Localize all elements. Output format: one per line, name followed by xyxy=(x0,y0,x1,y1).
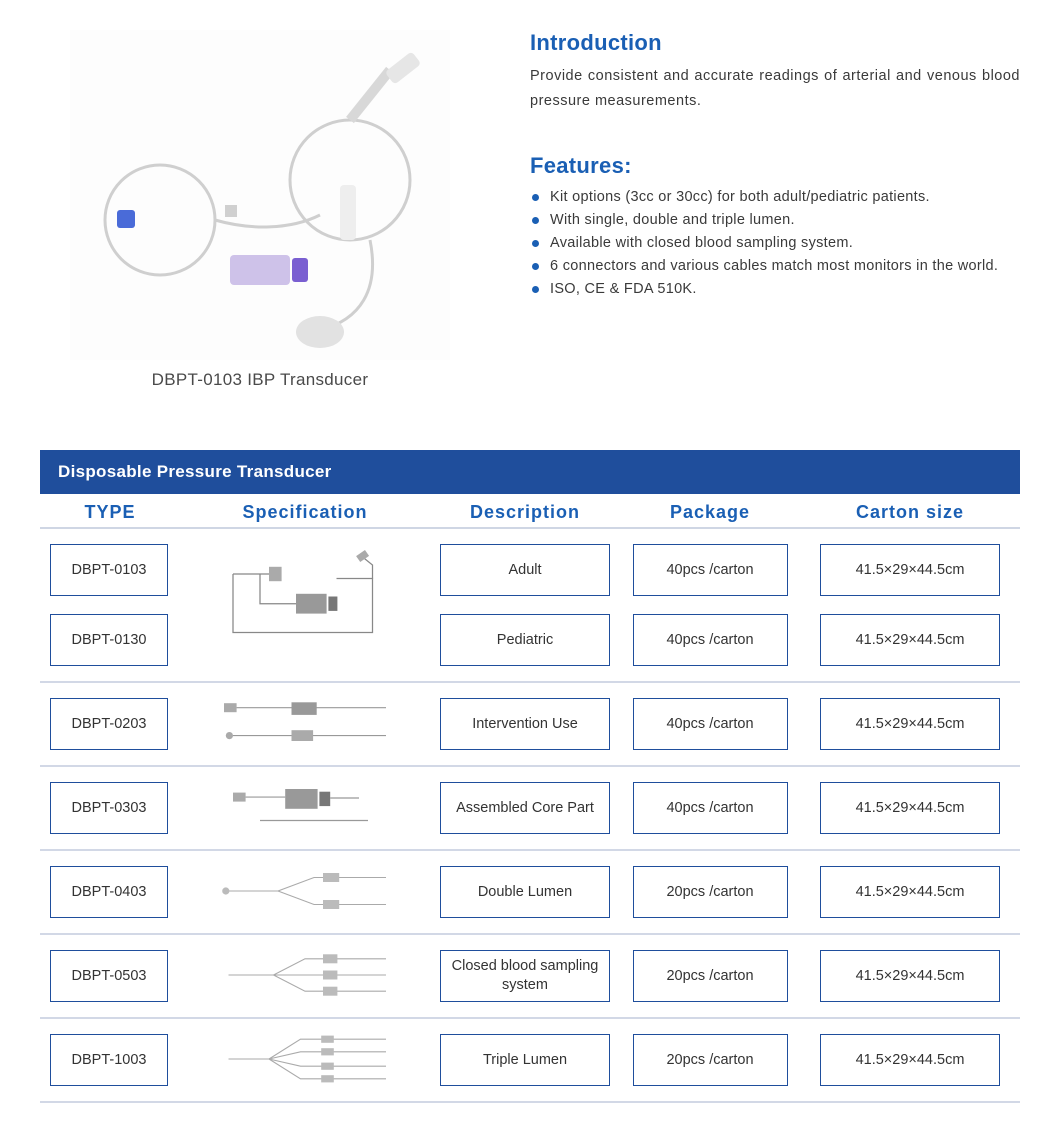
info-column: Introduction Provide consistent and accu… xyxy=(530,30,1020,390)
table-row-group: DBPT-0503 Closed blood sampling system 2… xyxy=(40,935,1020,1019)
size-cell: 41.5×29×44.5cm xyxy=(820,782,1000,834)
size-cell: 41.5×29×44.5cm xyxy=(820,544,1000,596)
table-row-group: DBPT-1003 Triple Lumen 20pcs /carton 41.… xyxy=(40,1019,1020,1103)
spec-diagram xyxy=(195,693,415,755)
desc-cell: Assembled Core Part xyxy=(440,782,610,834)
col-header-spec: Specification xyxy=(180,502,430,523)
pkg-cell: 40pcs /carton xyxy=(633,698,788,750)
desc-cell: Pediatric xyxy=(440,614,610,666)
feature-item: Kit options (3cc or 30cc) for both adult… xyxy=(532,187,1020,208)
table-column-headers: TYPE Specification Description Package C… xyxy=(40,494,1020,529)
product-caption: DBPT-0103 IBP Transducer xyxy=(70,370,450,390)
spec-diagram xyxy=(195,861,415,923)
size-cell: 41.5×29×44.5cm xyxy=(820,950,1000,1002)
table-row-group: DBPT-0403 Double Lumen 20pcs /carton 41.… xyxy=(40,851,1020,935)
intro-section: DBPT-0103 IBP Transducer Introduction Pr… xyxy=(40,30,1020,390)
features-heading: Features: xyxy=(530,153,1020,179)
intro-heading: Introduction xyxy=(530,30,1020,56)
desc-cell: Closed blood sampling system xyxy=(440,950,610,1002)
spec-diagram xyxy=(195,777,415,839)
product-image-column: DBPT-0103 IBP Transducer xyxy=(40,30,480,390)
col-header-desc: Description xyxy=(430,502,620,523)
col-header-size: Carton size xyxy=(800,502,1020,523)
desc-cell: Triple Lumen xyxy=(440,1034,610,1086)
size-cell: 41.5×29×44.5cm xyxy=(820,614,1000,666)
table-title: Disposable Pressure Transducer xyxy=(40,450,1020,494)
size-cell: 41.5×29×44.5cm xyxy=(820,866,1000,918)
intro-text: Provide consistent and accurate readings… xyxy=(530,64,1020,113)
table-row-group: DBPT-0203 Intervention Use 40pcs /carton… xyxy=(40,683,1020,767)
pkg-cell: 40pcs /carton xyxy=(633,782,788,834)
col-header-pkg: Package xyxy=(620,502,800,523)
desc-cell: Double Lumen xyxy=(440,866,610,918)
table-row-group: DBPT-0103 DBPT-0130 xyxy=(40,529,1020,683)
spec-diagram xyxy=(195,945,415,1007)
pkg-cell: 40pcs /carton xyxy=(633,544,788,596)
pkg-cell: 40pcs /carton xyxy=(633,614,788,666)
product-photo xyxy=(70,30,450,360)
feature-item: 6 connectors and various cables match mo… xyxy=(532,256,1020,277)
features-list: Kit options (3cc or 30cc) for both adult… xyxy=(530,187,1020,300)
desc-cell: Adult xyxy=(440,544,610,596)
type-cell: DBPT-0203 xyxy=(50,698,168,750)
feature-item: ISO, CE & FDA 510K. xyxy=(532,279,1020,300)
type-cell: DBPT-0130 xyxy=(50,614,168,666)
spec-diagram xyxy=(195,1029,415,1091)
feature-item: With single, double and triple lumen. xyxy=(532,210,1020,231)
feature-item: Available with closed blood sampling sys… xyxy=(532,233,1020,254)
type-cell: DBPT-1003 xyxy=(50,1034,168,1086)
type-cell: DBPT-0303 xyxy=(50,782,168,834)
table-row-group: DBPT-0303 Assembled Core Part 40pcs /car… xyxy=(40,767,1020,851)
pkg-cell: 20pcs /carton xyxy=(633,950,788,1002)
spec-diagram xyxy=(195,540,415,670)
col-header-type: TYPE xyxy=(40,502,180,523)
type-cell: DBPT-0403 xyxy=(50,866,168,918)
size-cell: 41.5×29×44.5cm xyxy=(820,1034,1000,1086)
spec-table: Disposable Pressure Transducer TYPE Spec… xyxy=(40,450,1020,1103)
pkg-cell: 20pcs /carton xyxy=(633,866,788,918)
size-cell: 41.5×29×44.5cm xyxy=(820,698,1000,750)
type-cell: DBPT-0103 xyxy=(50,544,168,596)
pkg-cell: 20pcs /carton xyxy=(633,1034,788,1086)
type-cell: DBPT-0503 xyxy=(50,950,168,1002)
desc-cell: Intervention Use xyxy=(440,698,610,750)
